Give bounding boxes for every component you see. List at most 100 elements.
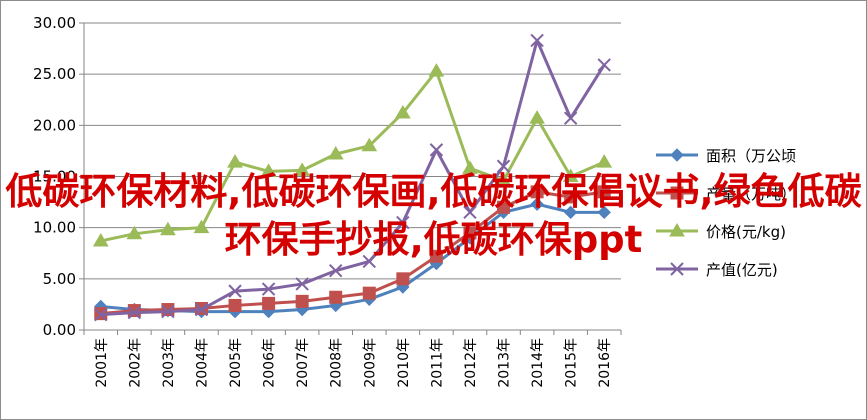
data-point	[496, 159, 511, 173]
x-tick-label: 2011年	[429, 338, 445, 388]
data-point	[295, 277, 309, 291]
marker-x-stroke	[194, 302, 209, 317]
data-point	[530, 185, 544, 199]
data-point	[495, 172, 512, 187]
data-point	[429, 249, 443, 263]
legend-entry-3: 产值(亿元)	[656, 261, 778, 279]
marker-x-stroke	[496, 159, 511, 173]
legend-marker	[670, 148, 684, 162]
x-tick-label: 2008年	[329, 338, 345, 388]
data-point	[562, 168, 579, 182]
data-point	[463, 226, 477, 240]
y-tick-label: 0.00	[43, 321, 76, 339]
y-tick-label: 30.00	[33, 14, 76, 32]
legend-entry-1: 产量（万吨）	[656, 185, 796, 203]
data-point	[429, 143, 444, 157]
marker-x-stroke	[362, 254, 376, 269]
data-point	[596, 154, 613, 168]
x-tick-label: 2010年	[396, 338, 412, 388]
y-axis: 0.00 5.00 10.00 15.00 20.00 25.00 30.00	[33, 14, 85, 339]
marker-x-stroke	[161, 304, 175, 319]
data-point	[597, 185, 611, 199]
data-point	[295, 294, 309, 308]
data-point	[329, 263, 343, 278]
y-tick-label: 10.00	[33, 219, 76, 237]
data-point	[228, 298, 242, 312]
x-tick-label: 2009年	[362, 338, 378, 388]
series-2	[92, 63, 613, 247]
marker-x-stroke	[295, 277, 309, 291]
marker-x-stroke	[261, 282, 276, 296]
data-point	[362, 286, 376, 300]
data-point	[329, 290, 343, 304]
data-point	[161, 304, 175, 319]
x-tick-label: 2006年	[262, 338, 278, 388]
x-tick-label: 2007年	[295, 338, 311, 388]
y-tick-label: 15.00	[33, 168, 76, 186]
data-point	[564, 190, 578, 204]
x-tick-label: 2002年	[127, 338, 143, 388]
marker-x-stroke	[329, 263, 343, 278]
y-tick-label: 5.00	[43, 270, 76, 288]
x-tick-label: 2013年	[497, 338, 513, 388]
marker-x-stroke	[396, 215, 410, 230]
marker-x-stroke	[463, 205, 477, 220]
x-tick-label: 2004年	[194, 338, 210, 388]
data-point	[529, 110, 545, 124]
data-point	[563, 111, 578, 125]
data-point	[396, 215, 410, 230]
legend-marker	[669, 223, 685, 237]
marker-x-stroke	[94, 307, 108, 322]
legend-label: 产值(亿元)	[706, 261, 778, 279]
marker-x-stroke	[429, 143, 444, 157]
series-group	[92, 33, 613, 322]
data-point	[463, 205, 477, 220]
data-point	[160, 221, 176, 236]
y-tick-label: 20.00	[33, 116, 76, 134]
data-point	[227, 154, 243, 168]
legend-entry-2: 价格(元/kg)	[656, 223, 786, 241]
marker-x-stroke	[127, 305, 142, 320]
series-line	[100, 69, 605, 243]
data-point	[396, 272, 410, 286]
legend-marker	[670, 186, 684, 200]
data-point	[362, 254, 376, 269]
data-point	[597, 58, 611, 72]
data-point	[530, 33, 544, 48]
data-point	[530, 197, 544, 211]
data-point	[497, 200, 511, 214]
series-line	[100, 190, 605, 316]
legend-label: 价格(元/kg)	[706, 223, 786, 241]
data-point	[127, 305, 142, 320]
gridlines	[84, 22, 621, 331]
data-point	[161, 303, 175, 317]
data-point	[428, 63, 445, 77]
data-point	[92, 232, 109, 247]
x-tick-label: 2014年	[530, 338, 546, 388]
marker-x-stroke	[228, 284, 242, 298]
marker-x-stroke	[530, 33, 544, 48]
data-point	[462, 160, 478, 174]
data-point	[126, 225, 143, 240]
y-tick-label: 25.00	[33, 65, 76, 83]
data-point	[260, 163, 277, 177]
x-tick-label: 2005年	[228, 338, 244, 388]
data-point	[294, 162, 311, 176]
data-point	[194, 302, 209, 317]
data-point	[563, 205, 578, 220]
data-point	[262, 296, 276, 310]
data-point	[327, 145, 344, 160]
marker-x-stroke	[670, 262, 684, 276]
x-tick-label: 2003年	[161, 338, 177, 388]
data-point	[261, 282, 276, 296]
marker-x-stroke	[563, 111, 578, 125]
x-axis: 2001年 2002年 2003年 2004年 2005年 2006年 2007年 2008年…	[83, 329, 622, 388]
data-point	[394, 105, 411, 119]
data-point	[228, 284, 242, 298]
x-tick-label: 2012年	[463, 338, 479, 388]
legend-label: 产量（万吨）	[706, 185, 796, 203]
x-tick-label: 2015年	[564, 338, 580, 388]
